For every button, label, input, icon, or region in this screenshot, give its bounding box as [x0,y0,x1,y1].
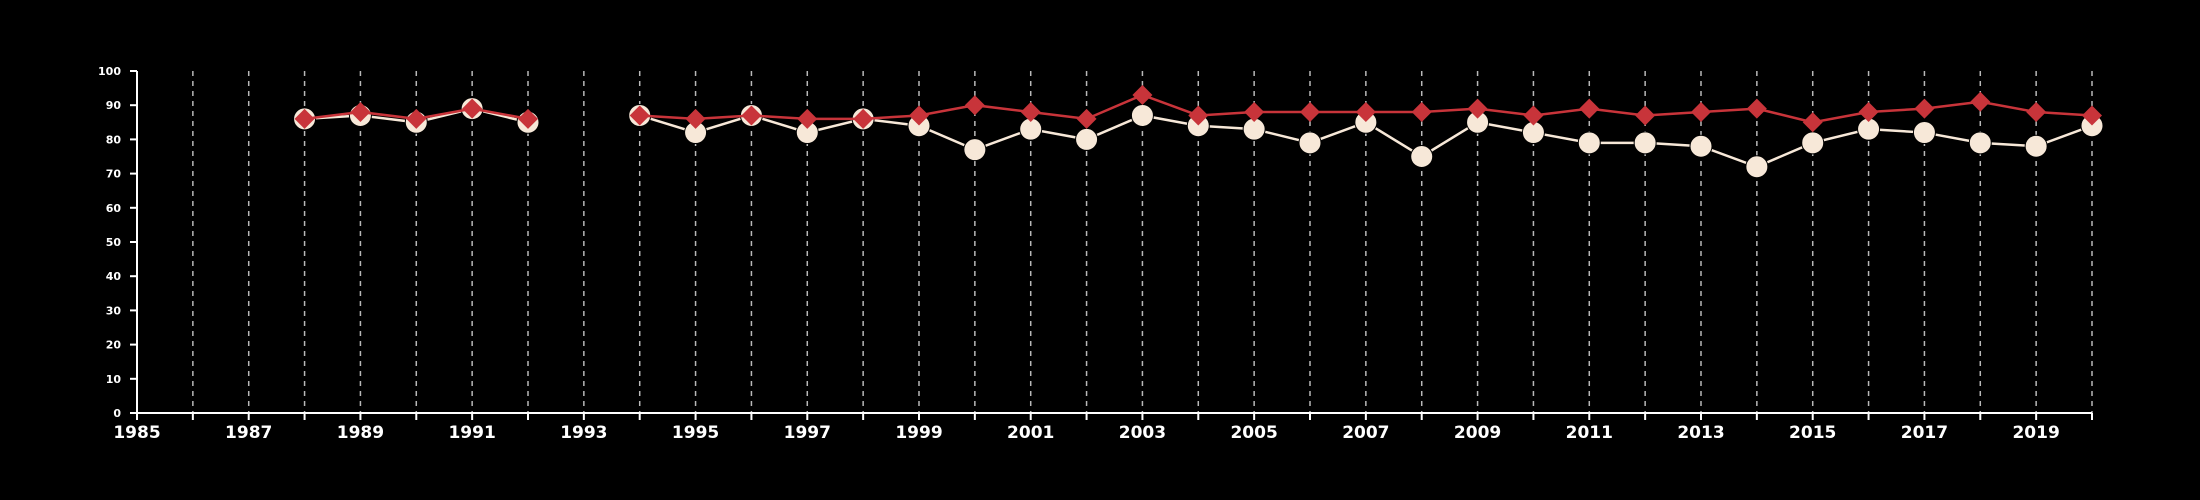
x-tick-label: 1995 [672,423,719,443]
data-point-diamond [1746,98,1767,119]
data-point-diamond [741,105,762,126]
y-tick-label: 20 [106,339,122,352]
x-tick-label: 2011 [1566,423,1613,443]
data-point-diamond [1802,112,1823,133]
data-point-circle [2024,134,2048,158]
x-tick-label: 1985 [113,423,160,443]
x-tick-label: 1991 [448,423,495,443]
y-tick-label: 40 [106,270,122,283]
data-point-diamond [518,108,538,129]
data-point-diamond [1970,91,1991,112]
x-tick-label: 2003 [1119,423,1166,443]
data-point-diamond [964,95,985,116]
x-tick-label: 2019 [2012,423,2059,443]
data-point-diamond [1635,105,1656,126]
y-tick-label: 60 [106,202,122,215]
x-tick-label: 1989 [337,423,384,443]
data-point-circle [1689,134,1713,158]
data-point-diamond [1858,102,1879,123]
series-diamond [294,84,2102,133]
data-point-diamond [1914,98,1935,119]
data-point-diamond [1355,102,1376,123]
data-point-diamond [629,105,650,126]
y-tick-label: 100 [98,65,121,78]
data-point-diamond [1076,108,1097,129]
x-tick-label: 2015 [1789,423,1836,443]
data-point-diamond [462,98,483,119]
data-point-diamond [685,108,706,129]
x-tick-label: 1999 [895,423,942,443]
data-point-diamond [1244,102,1265,123]
x-tick-label: 1993 [560,423,607,443]
data-point-diamond [1188,105,1209,126]
data-point-diamond [406,108,427,129]
data-point-circle [1410,145,1434,168]
data-point-circle [963,138,987,162]
x-tick-label: 2001 [1007,423,1054,443]
data-point-diamond [909,105,929,126]
data-point-circle [1298,131,1322,155]
y-tick-label: 0 [113,407,121,420]
x-tick-label: 1997 [784,423,831,443]
data-point-diamond [2082,105,2102,126]
x-tick-label: 1987 [225,423,272,443]
data-point-circle [1801,131,1825,155]
x-tick-label: 2017 [1901,423,1948,443]
data-point-diamond [1132,84,1153,105]
data-point-diamond [1467,98,1488,119]
data-point-diamond [1300,102,1320,123]
x-tick-label: 2013 [1677,423,1724,443]
data-point-circle [1075,127,1099,151]
y-tick-label: 50 [106,236,122,249]
data-point-circle [1130,103,1154,127]
data-point-diamond [1523,105,1544,126]
y-tick-label: 90 [106,99,122,112]
grid-lines [192,71,2093,413]
data-point-diamond [1411,102,1432,123]
data-point-diamond [853,108,874,129]
data-point-circle [1745,155,1769,179]
data-point-diamond [1691,102,1711,123]
data-point-circle [1968,131,1992,155]
y-tick-label: 80 [106,133,122,146]
data-point-circle [1633,131,1657,155]
data-point-circle [1577,131,1601,155]
y-tick-label: 70 [106,168,122,181]
data-point-diamond [797,108,818,129]
x-tick-label: 2007 [1342,423,1389,443]
x-tick-label: 2005 [1230,423,1277,443]
x-tick-label: 2009 [1454,423,1501,443]
data-point-diamond [2026,102,2047,123]
data-point-diamond [350,102,371,123]
data-point-circle [1912,121,1936,145]
y-tick-label: 10 [106,373,122,386]
data-point-diamond [1020,102,1041,123]
data-point-diamond [1579,98,1600,119]
data-point-diamond [294,108,315,129]
y-tick-label: 30 [106,304,122,317]
